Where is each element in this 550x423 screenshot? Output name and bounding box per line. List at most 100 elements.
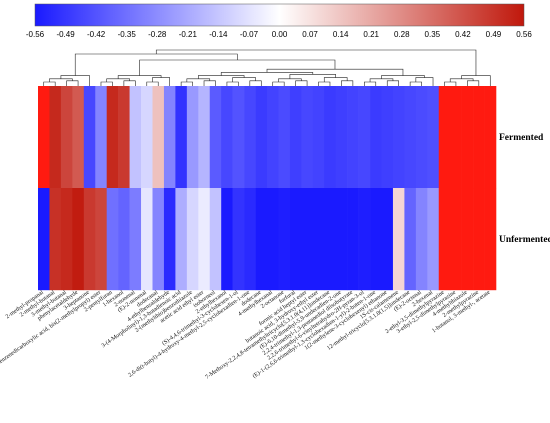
dendrogram-link <box>220 72 314 76</box>
dendrogram-link <box>66 80 79 86</box>
heatmap-cell <box>141 188 153 291</box>
dendrogram-link <box>409 81 422 86</box>
colorbar-tick-label: -0.14 <box>209 30 228 39</box>
row-label: Unfermented <box>499 235 550 245</box>
heatmap-cell <box>255 86 268 189</box>
dendrogram-link <box>381 75 425 79</box>
heatmap-cell <box>106 86 119 189</box>
heatmap-cell <box>267 86 279 189</box>
heatmap-cell <box>83 86 96 189</box>
heatmap-cell <box>438 86 451 189</box>
colorbar-tick-label: 0.14 <box>333 30 349 39</box>
colorbar-tick-label: -0.56 <box>26 30 45 39</box>
heatmap-cell <box>244 86 256 189</box>
colorbar-tick-label: 0.00 <box>272 30 288 39</box>
heatmap-cell <box>347 188 359 291</box>
heatmap-cell <box>38 188 50 291</box>
heatmap-cell <box>221 86 233 189</box>
heatmap-cell <box>186 188 199 291</box>
dendrogram-link <box>444 81 457 86</box>
heatmap-cell <box>324 188 336 291</box>
colorbar-tick-label: 0.21 <box>363 30 379 39</box>
heatmap-cell <box>186 86 199 189</box>
heatmap-cell <box>232 188 245 291</box>
heatmap-cell <box>221 188 233 291</box>
heatmap-cell <box>473 188 485 291</box>
dendrogram-link <box>323 77 348 82</box>
colorbar-tick-label: 0.35 <box>425 30 441 39</box>
colorbar-tick-label: 0.28 <box>394 30 410 39</box>
dendrogram-link <box>186 78 211 82</box>
dendrogram-link <box>318 81 331 86</box>
heatmap-cell <box>244 188 256 291</box>
dendrogram-link <box>139 59 336 76</box>
heatmap-cell <box>95 86 107 189</box>
dendrogram-link <box>117 75 162 79</box>
heatmap-cell <box>278 86 291 189</box>
heatmap-cell <box>335 86 348 189</box>
heatmap-cell <box>152 188 165 291</box>
dendrogram-link <box>341 80 354 86</box>
heatmap-cell <box>83 188 96 291</box>
heatmap-cell <box>129 86 142 189</box>
colorbar-tick-label: -0.28 <box>148 30 167 39</box>
heatmap-cell <box>198 86 211 189</box>
heatmap-cell <box>38 86 50 189</box>
heatmap-cell <box>461 188 474 291</box>
heatmap-cell <box>381 188 394 291</box>
heatmap-cell <box>450 188 462 291</box>
heatmap-cell <box>461 86 474 189</box>
heatmap-cell <box>370 86 382 189</box>
heatmap-cell <box>95 188 107 291</box>
heatmap-cell <box>415 86 428 189</box>
dendrogram-link <box>100 81 113 86</box>
heatmap-cell <box>392 86 405 189</box>
heatmap-cell <box>335 188 348 291</box>
heatmap-cell <box>175 86 188 189</box>
colorbar-tick-label: -0.07 <box>240 30 259 39</box>
heatmap-cell <box>141 86 153 189</box>
dendrogram-link <box>180 81 193 86</box>
heatmap-cell <box>72 188 85 291</box>
heatmap-cell <box>289 86 302 189</box>
dendrogram-link <box>203 80 216 86</box>
dendrogram-link <box>74 53 238 76</box>
heatmap-cell <box>278 188 291 291</box>
heatmap-cell <box>358 86 371 189</box>
dendrogram-link <box>106 78 130 82</box>
heatmap-cell <box>267 188 279 291</box>
heatmap-cells <box>38 86 497 291</box>
colorbar-gradient <box>34 3 525 27</box>
dendrogram-link <box>49 78 73 82</box>
dendrogram-link <box>272 81 285 86</box>
heatmap-cell <box>60 86 73 189</box>
heatmap-cell <box>175 188 188 291</box>
heatmap-cell <box>370 188 382 291</box>
heatmap-cell <box>60 188 73 291</box>
heatmap-cell <box>415 188 428 291</box>
heatmap-cell <box>255 188 268 291</box>
heatmap-cell <box>312 188 325 291</box>
heatmap-cell <box>209 86 222 189</box>
dendrogram-link <box>198 75 245 79</box>
heatmap-cell <box>347 86 359 189</box>
dendrogram-link <box>232 77 256 82</box>
colorbar-tick-label: -0.35 <box>118 30 137 39</box>
heatmap-cell <box>129 188 142 291</box>
dendrogram-link <box>295 80 308 86</box>
heatmap-cell <box>198 188 211 291</box>
dendrogram-link <box>43 81 56 86</box>
heatmap-cell <box>438 188 451 291</box>
heatmap-cell <box>484 86 497 189</box>
heatmap-cell <box>118 86 130 189</box>
heatmap-cell <box>324 86 336 189</box>
heatmap-cell <box>404 86 417 189</box>
dendrogram-link <box>449 78 474 82</box>
dendrogram-link <box>226 81 239 86</box>
column-dendrogram <box>43 49 491 86</box>
dendrogram-link <box>289 74 336 79</box>
heatmap-cell <box>163 86 176 189</box>
colorbar-tick-label: 0.49 <box>486 30 502 39</box>
heatmap-cell <box>301 188 314 291</box>
